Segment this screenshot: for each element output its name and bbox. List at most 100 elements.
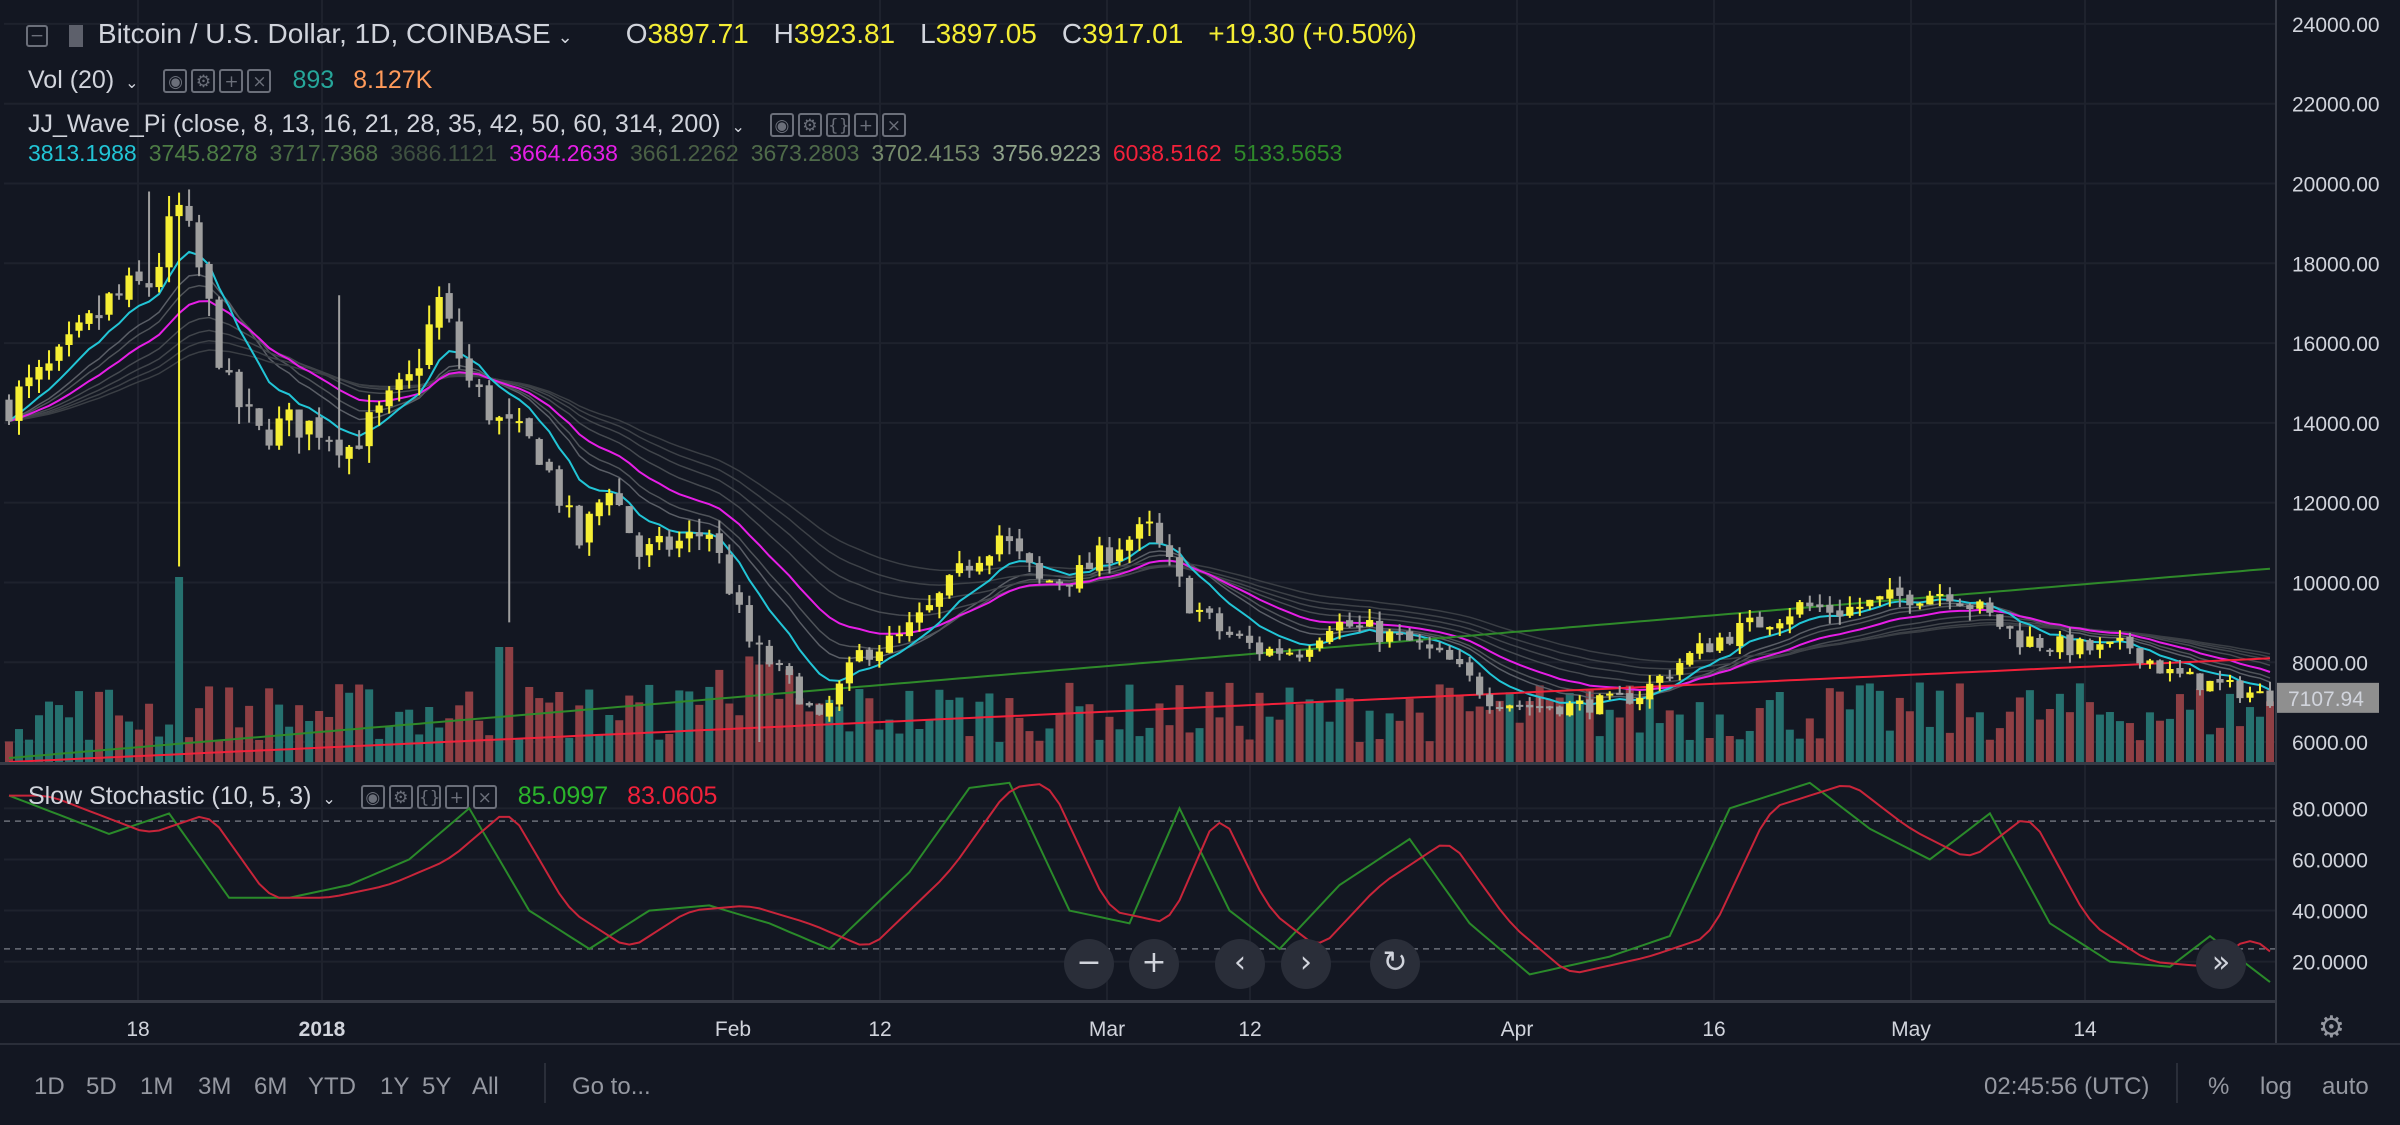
chevron-down-icon[interactable]: ⌄	[731, 117, 745, 136]
volume-bar	[715, 669, 724, 762]
volume-bar	[885, 719, 894, 762]
volume-bar	[395, 711, 404, 762]
volume-bar	[1805, 718, 1814, 762]
candle-body	[2146, 660, 2154, 664]
time-tick-label: 12	[868, 1018, 891, 1041]
candle-body	[655, 535, 663, 543]
stoch-label[interactable]: Slow Stochastic (10, 5, 3)	[28, 782, 312, 810]
candle-body	[2216, 679, 2224, 683]
volume-bar	[2035, 719, 2044, 762]
clock-readout[interactable]: 02:45:56 (UTC)	[1984, 1073, 2150, 1100]
minus-square-icon[interactable]: −	[26, 25, 48, 48]
candle-body	[515, 421, 523, 424]
volume-bar	[735, 715, 744, 762]
candle-body	[1616, 692, 1624, 695]
candle-body	[1486, 694, 1494, 707]
volume-bar	[375, 738, 384, 762]
candle-body	[1986, 602, 1994, 613]
volume-bar	[955, 697, 964, 762]
percent-scale-toggle[interactable]: %	[2208, 1073, 2230, 1100]
candle-body	[1996, 614, 2004, 627]
scroll-right-button[interactable]: ›	[1281, 939, 1331, 989]
gear-icon[interactable]: ⚙	[797, 113, 822, 138]
volume-bar	[1205, 691, 1214, 762]
plus-icon[interactable]: +	[444, 785, 469, 810]
candle-body	[1145, 521, 1154, 524]
volume-bar	[1945, 732, 1954, 762]
volume-bar	[175, 577, 184, 762]
candle-body	[1736, 622, 1744, 647]
close-icon[interactable]: ×	[472, 785, 497, 810]
wave-label[interactable]: JJ_Wave_Pi (close, 8, 13, 16, 21, 28, 35…	[28, 110, 721, 138]
candle-body	[995, 535, 1004, 555]
candle-body	[1696, 643, 1704, 654]
eye-icon[interactable]: ◉	[769, 113, 794, 138]
volume-bar	[2265, 701, 2274, 762]
candle-body	[215, 299, 223, 368]
candle-body	[1165, 545, 1174, 557]
candle-body	[1726, 636, 1734, 644]
code-icon[interactable]: {}	[825, 113, 850, 138]
volume-bar	[1905, 711, 1914, 762]
gear-icon[interactable]: ⚙	[388, 785, 413, 810]
price-tick-label: 18000.00	[2292, 253, 2380, 276]
volume-bar	[1695, 702, 1704, 762]
candle-body	[605, 493, 613, 506]
candle-body	[1406, 631, 1414, 641]
axes: 24000.00 22000.00 20000.00 18000.00 16000.00…	[0, 0, 2400, 1045]
volume-bar	[2005, 711, 2014, 762]
eye-icon[interactable]: ◉	[360, 785, 385, 810]
candle-body	[945, 575, 954, 596]
timeframe-1d[interactable]: 1D	[34, 1073, 65, 1100]
candle-body	[295, 409, 303, 438]
timeframe-6m[interactable]: 6M	[254, 1073, 288, 1100]
scroll-to-latest-button[interactable]: »	[2196, 939, 2246, 989]
scroll-left-button[interactable]: ‹	[1215, 939, 1265, 989]
volume-bar	[785, 669, 794, 762]
timeframe-1m[interactable]: 1M	[140, 1073, 174, 1100]
gear-icon[interactable]: ⚙	[191, 69, 216, 94]
reset-chart-button[interactable]: ↻	[1370, 939, 1420, 989]
volume-bar	[1455, 695, 1464, 762]
eye-icon[interactable]: ◉	[163, 69, 188, 94]
chevron-down-icon[interactable]: ⌄	[322, 789, 336, 808]
time-tick-label: 18	[126, 1018, 149, 1041]
timeframe-5y[interactable]: 5Y	[422, 1073, 452, 1100]
candle-body	[2266, 690, 2274, 707]
candle-body	[805, 703, 813, 706]
settings-gear-icon[interactable]: ⚙	[2318, 1010, 2345, 1045]
timeframe-ytd[interactable]: YTD	[308, 1073, 356, 1100]
symbol-title[interactable]: Bitcoin / U.S. Dollar, 1D, COINBASE	[97, 18, 551, 49]
zoom-out-button[interactable]: −	[1064, 939, 1114, 989]
volume-bar	[1405, 698, 1414, 762]
code-icon[interactable]: {}	[416, 785, 441, 810]
zoom-in-button[interactable]: +	[1129, 939, 1179, 989]
timeframe-3m[interactable]: 3M	[198, 1073, 232, 1100]
volume-bar	[2205, 734, 2214, 762]
plus-icon[interactable]: +	[853, 113, 878, 138]
chevron-down-icon[interactable]: ⌄	[557, 27, 573, 48]
volume-bar	[605, 714, 614, 762]
close-icon[interactable]: ×	[247, 69, 272, 94]
candle-body	[2226, 679, 2234, 682]
volume-label[interactable]: Vol (20)	[28, 66, 115, 94]
candle-body	[825, 702, 833, 717]
time-tick-label: Mar	[1089, 1018, 1125, 1041]
timeframe-all[interactable]: All	[472, 1073, 499, 1100]
close-icon[interactable]: ×	[881, 113, 906, 138]
timeframe-1y[interactable]: 1Y	[380, 1073, 410, 1100]
chevron-down-icon[interactable]: ⌄	[125, 73, 139, 92]
timeframe-5d[interactable]: 5D	[86, 1073, 117, 1100]
volume-bar	[945, 699, 954, 762]
auto-scale-toggle[interactable]: auto	[2322, 1073, 2369, 1100]
candle-body	[1856, 606, 1864, 609]
log-scale-toggle[interactable]: log	[2260, 1073, 2293, 1100]
candle-body	[1085, 562, 1094, 570]
goto-button[interactable]: Go to...	[572, 1073, 651, 1100]
plus-icon[interactable]: +	[219, 69, 244, 94]
candle-body	[1646, 683, 1654, 700]
volume-bar	[1585, 690, 1594, 762]
candle-body	[1055, 581, 1064, 584]
candle-body	[1896, 587, 1904, 596]
